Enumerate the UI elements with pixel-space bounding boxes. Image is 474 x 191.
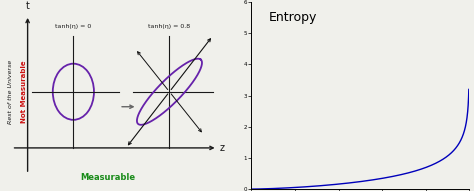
Text: t: t [26,1,29,11]
Text: Entropy: Entropy [269,11,317,24]
Text: tanh(η) = 0.8: tanh(η) = 0.8 [148,24,191,29]
Text: Measurable: Measurable [80,173,135,182]
Text: Rest of the Universe: Rest of the Universe [8,60,13,124]
Text: z: z [220,143,225,153]
Text: Not Measurable: Not Measurable [21,60,27,123]
Text: tanh(η) = 0: tanh(η) = 0 [55,24,91,29]
